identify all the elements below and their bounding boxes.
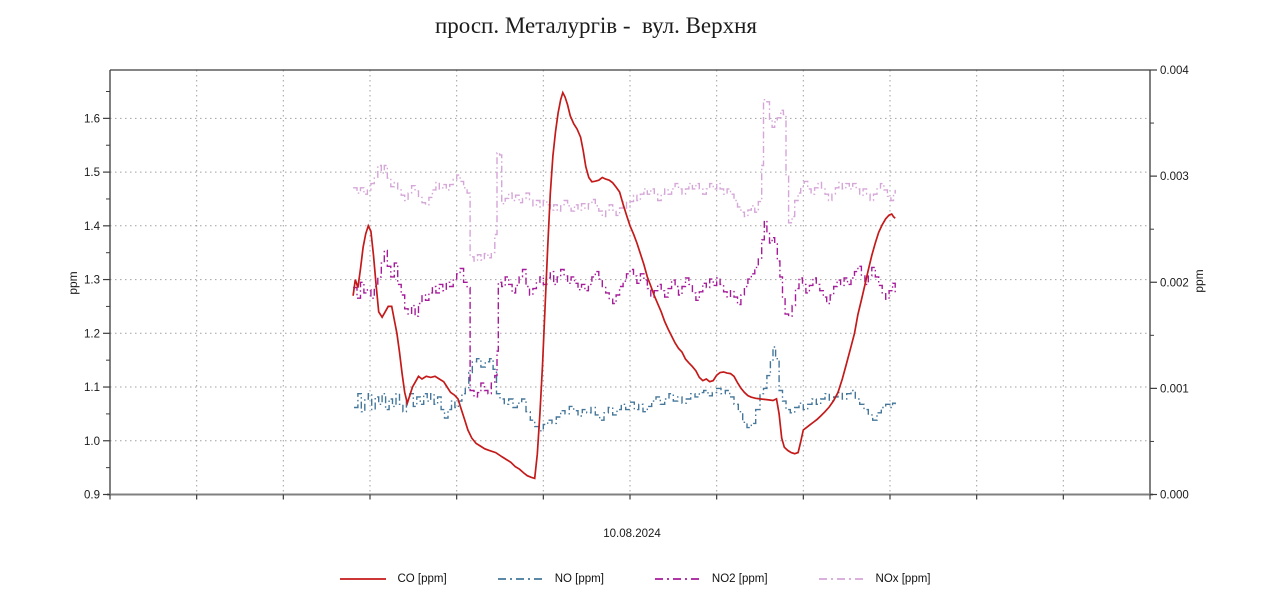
nox-series-line: [353, 99, 896, 262]
axes-layer: [103, 69, 1157, 500]
legend: CO [ppm] NO [ppm] NO2 [ppm] NOx [ppm]: [0, 573, 1270, 585]
nox-legend-line-swatch: [818, 578, 865, 580]
legend-item-nox: NOx [ppm]: [818, 573, 931, 585]
tick-labels-layer: 0.9 1.0 1.1 1.2 1.3 1.4 1.5 1.6 0.000 0.001 0.002 0…: [84, 65, 1189, 502]
left-tick-label: 1.6: [84, 113, 100, 125]
co-legend-line-swatch: [340, 578, 387, 580]
left-tick-label: 1.3: [84, 275, 100, 287]
legend-item-no: NO [ppm]: [497, 573, 604, 585]
chart-title: просп. Металургів - вул. Верхня: [434, 13, 758, 38]
no2-series-line: [353, 220, 896, 398]
left-tick-label: 1.5: [84, 167, 100, 179]
right-tick-label: 0.003: [1160, 171, 1189, 183]
co-series-line: [352, 90, 896, 480]
left-tick-label: 0.9: [84, 490, 100, 502]
legend-label-co: CO [ppm]: [397, 573, 447, 585]
y-right-axis-title: ppm: [1192, 269, 1206, 292]
right-tick-label: 0.000: [1160, 490, 1189, 502]
right-tick-label: 0.001: [1160, 383, 1189, 395]
no2-legend-line-swatch: [654, 578, 701, 580]
right-tick-label: 0.002: [1160, 277, 1189, 289]
legend-label-no: NO [ppm]: [554, 573, 604, 585]
left-tick-label: 1.0: [84, 436, 100, 448]
left-tick-label: 1.2: [84, 328, 100, 340]
x-axis-date-label: 10.08.2024: [603, 528, 661, 540]
no-series-line: [354, 346, 896, 432]
legend-item-no2: NO2 [ppm]: [654, 573, 768, 585]
right-tick-label: 0.004: [1160, 65, 1189, 77]
y-left-axis-title: ppm: [66, 271, 80, 294]
left-tick-label: 1.1: [84, 382, 100, 394]
series-layer: [352, 90, 896, 480]
legend-label-no2: NO2 [ppm]: [711, 573, 768, 585]
no-legend-line-swatch: [497, 578, 544, 580]
left-tick-label: 1.4: [84, 221, 101, 233]
legend-label-nox: NOx [ppm]: [875, 573, 931, 585]
gridlines-layer: [110, 70, 1150, 495]
legend-item-co: CO [ppm]: [339, 573, 447, 585]
